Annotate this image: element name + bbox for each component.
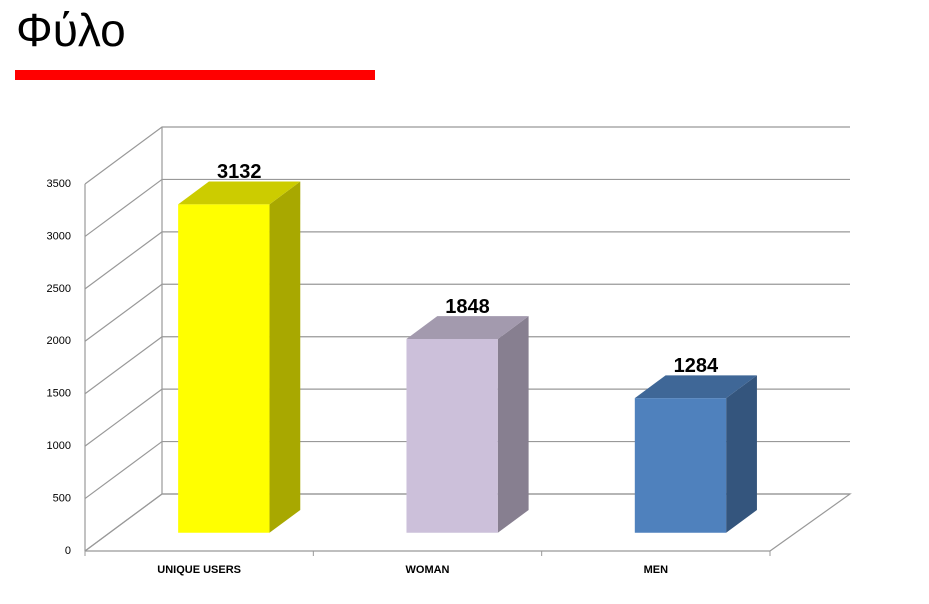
bar-side	[726, 375, 757, 533]
y-tick-label: 2000	[47, 335, 71, 347]
bar-top	[634, 375, 757, 399]
y-tick-label: 1500	[47, 388, 71, 400]
bar-top	[406, 316, 529, 339]
bar-front	[634, 398, 727, 533]
y-tick-label: 3000	[47, 230, 71, 242]
bar-side	[269, 181, 301, 533]
x-tick-label: UNIQUE USERS	[157, 564, 241, 576]
bar-front	[406, 338, 498, 533]
x-tick-label: WOMAN	[406, 564, 450, 576]
bar	[178, 181, 301, 533]
y-tick-label: 2500	[47, 283, 71, 295]
bar-top	[178, 181, 301, 205]
bar-front	[178, 204, 270, 533]
bar-side	[497, 316, 529, 533]
y-tick-label: 3500	[47, 178, 71, 190]
y-tick-label: 0	[65, 545, 71, 557]
data-label: 3132	[217, 161, 262, 183]
data-label: 1848	[445, 296, 490, 318]
grid-line	[84, 126, 850, 185]
title-underline	[15, 70, 375, 80]
data-label: 1284	[674, 355, 719, 377]
y-tick-label: 500	[53, 492, 71, 504]
y-tick-label: 1000	[47, 440, 71, 452]
x-tick-label: MEN	[644, 564, 669, 576]
bar	[406, 316, 529, 533]
bar	[634, 375, 757, 533]
slide-title: Φύλο	[16, 4, 126, 56]
